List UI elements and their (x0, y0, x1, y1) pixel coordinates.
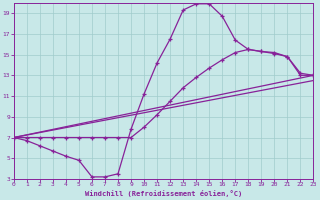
X-axis label: Windchill (Refroidissement éolien,°C): Windchill (Refroidissement éolien,°C) (85, 190, 242, 197)
